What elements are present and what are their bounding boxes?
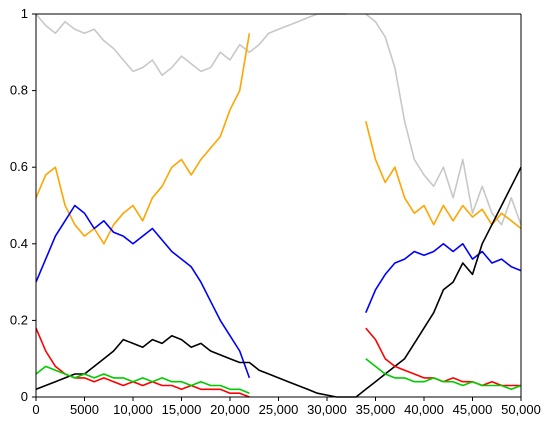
x-tick-label-4: 20,000: [210, 402, 250, 417]
y-tick-label-5: 1: [21, 6, 28, 21]
x-tick-label-9: 45,000: [453, 402, 493, 417]
x-tick-label-8: 40,000: [404, 402, 444, 417]
series-2-segment-0: [35, 204, 251, 379]
x-tick-label-5: 25,000: [259, 402, 299, 417]
series-1-segment-0: [35, 33, 251, 245]
series-4-segment-0: [35, 327, 250, 398]
y-tick-label-2: 0.4: [10, 236, 28, 251]
y-tick-label-3: 0.6: [10, 159, 28, 174]
x-tick-label-2: 10,000: [113, 402, 153, 417]
y-tick-label-1: 0.2: [10, 312, 28, 327]
series-2-segment-1: [365, 243, 522, 314]
series-line-4: [35, 327, 521, 398]
ticks-layer: 0 5000 10,000 15,000 20,000 25,000 30,000 35,00…: [10, 6, 541, 417]
y-tick-label-4: 0.8: [10, 83, 28, 98]
series-layer: [35, 13, 522, 398]
x-tick-label-7: 35,000: [356, 402, 396, 417]
series-1-segment-1: [365, 121, 522, 230]
x-tick-label-6: 30,000: [307, 402, 347, 417]
series-3-segment-0: [35, 166, 522, 398]
series-line-0: [35, 13, 522, 226]
series-line-1: [35, 33, 522, 245]
series-4-segment-1: [365, 327, 521, 387]
series-0-segment-0: [35, 13, 347, 77]
x-tick-label-10: 50,000: [501, 402, 541, 417]
series-5-segment-1: [365, 358, 522, 391]
axes-layer: [35, 13, 522, 398]
x-tick-label-0: 0: [32, 402, 39, 417]
y-tick-label-0: 0: [21, 389, 28, 404]
series-0-segment-1: [365, 13, 522, 226]
series-line-5: [35, 358, 522, 394]
series-5-segment-0: [35, 365, 250, 394]
series-line-3: [35, 166, 522, 398]
x-tick-label-1: 5000: [70, 402, 99, 417]
x-tick-label-3: 15,000: [162, 402, 202, 417]
series-line-2: [35, 204, 522, 379]
